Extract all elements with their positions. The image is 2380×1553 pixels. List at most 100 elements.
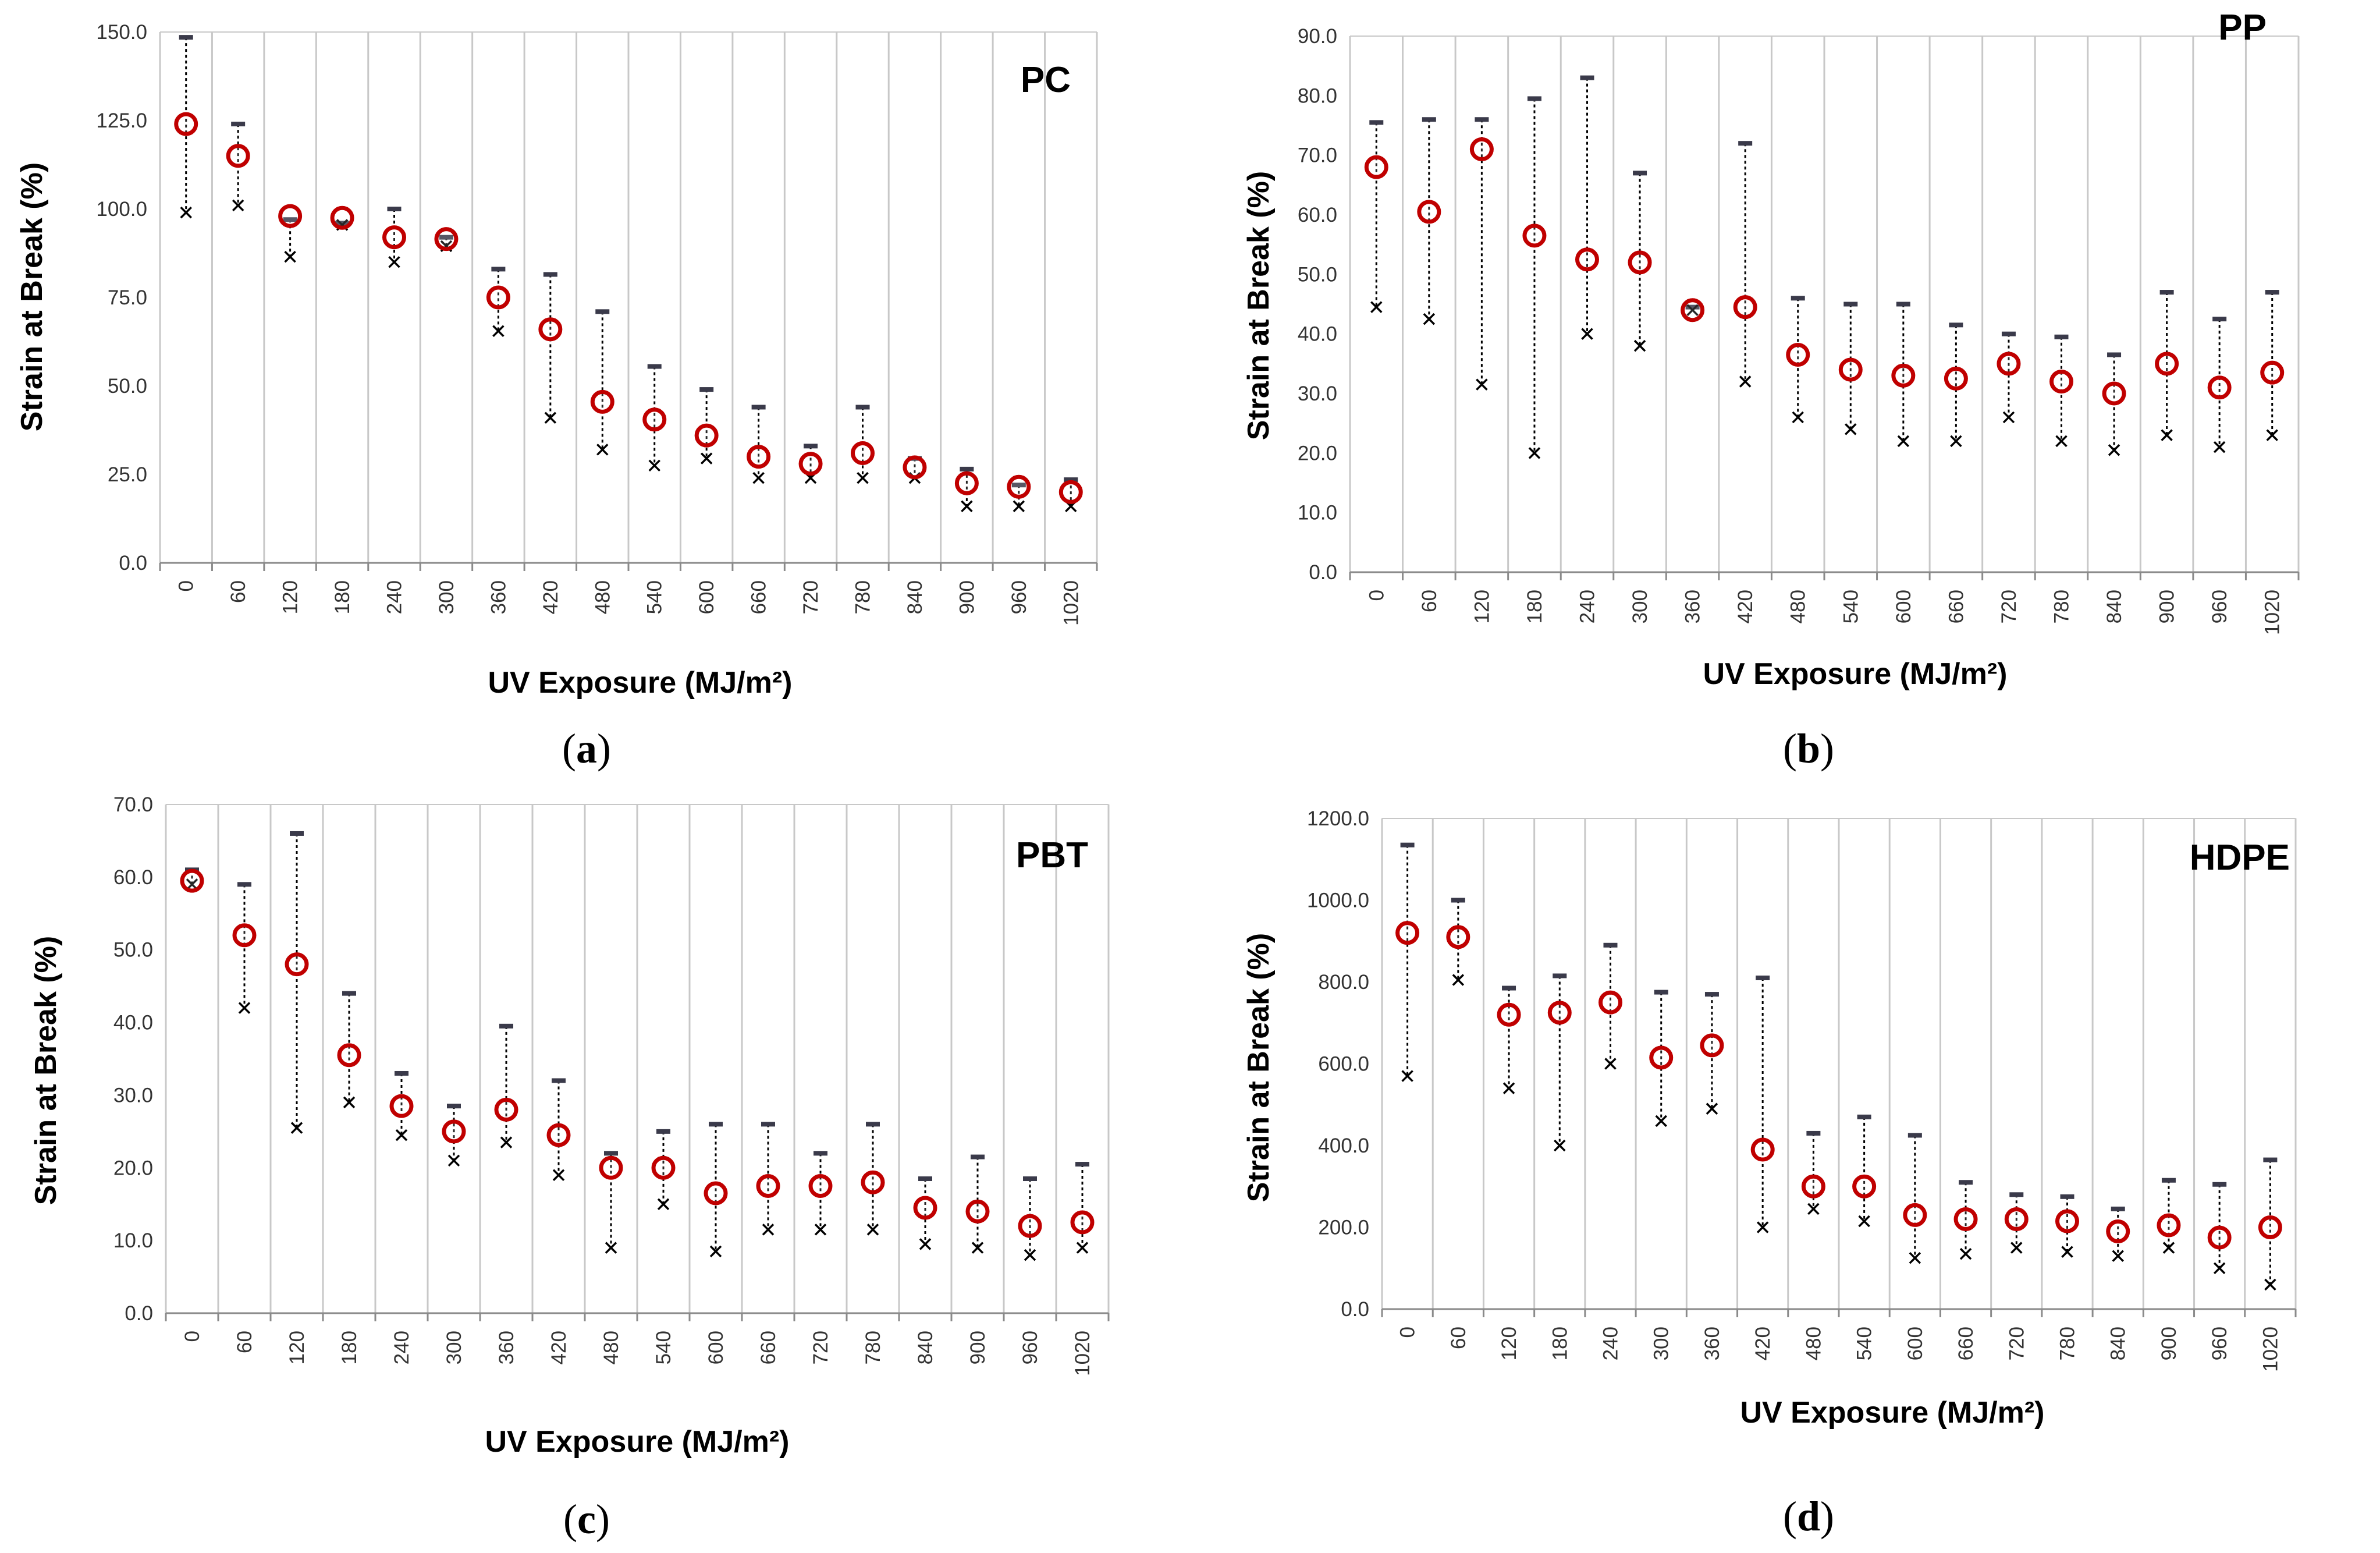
x-tick-label-pp: 300 <box>1629 590 1651 623</box>
y-axis-label-pbt: Strain at Break (%) <box>29 936 63 1205</box>
mean-marker-hdpe <box>1395 921 1420 945</box>
mean-marker-pp <box>1417 200 1441 224</box>
min-marker-pc <box>544 412 557 424</box>
x-tick-label-pp: 1020 <box>2261 590 2284 635</box>
mean-marker-hdpe <box>1700 1033 1724 1058</box>
x-tick-label-pbt: 120 <box>286 1331 308 1364</box>
x-tick-label-pc: 360 <box>487 580 510 614</box>
mean-marker-pc <box>954 471 979 495</box>
x-tick-label-pbt: 840 <box>914 1331 937 1364</box>
min-marker-hdpe <box>2010 1242 2023 1254</box>
mean-marker-pp <box>2155 352 2179 376</box>
max-marker-hdpe <box>2009 1192 2024 1197</box>
min-marker-hdpe <box>1401 1070 1413 1082</box>
mean-marker-hdpe <box>1446 925 1470 949</box>
y-tick-label-pp: 90.0 <box>1298 25 1337 48</box>
max-marker-pc <box>647 364 662 369</box>
max-marker-pp <box>2159 290 2174 295</box>
panel-caption-b: (b) <box>1783 725 1834 772</box>
x-tick-label-pp: 240 <box>1576 590 1599 623</box>
min-marker-pc <box>700 452 713 465</box>
y-tick-label-pc: 50.0 <box>108 375 147 398</box>
max-marker-hdpe <box>1959 1180 1973 1185</box>
mean-marker-pbt <box>756 1174 780 1198</box>
mean-marker-pc <box>694 423 719 448</box>
x-tick-label-pc: 420 <box>539 580 562 614</box>
mean-marker-pbt <box>651 1155 676 1180</box>
x-tick-label-pbt: 240 <box>390 1331 413 1364</box>
x-tick-label-pc: 300 <box>435 580 458 614</box>
min-marker-hdpe <box>2061 1246 2073 1258</box>
y-tick-label-pp: 60.0 <box>1298 204 1337 226</box>
mean-marker-pc <box>1007 474 1031 499</box>
mean-marker-pp <box>1469 137 1494 161</box>
mean-marker-pp <box>1628 250 1652 275</box>
max-marker-pbt <box>709 1122 723 1127</box>
x-tick-label-hdpe: 180 <box>1548 1327 1571 1360</box>
max-marker-pc <box>1011 483 1026 488</box>
min-marker-hdpe <box>1554 1139 1566 1152</box>
max-marker-pbt <box>971 1154 985 1160</box>
mean-marker-hdpe <box>1852 1174 1877 1199</box>
y-axis-label-hdpe: Strain at Break (%) <box>1242 933 1276 1202</box>
max-marker-pbt <box>552 1078 566 1083</box>
min-marker-hdpe <box>1807 1203 1820 1215</box>
max-marker-pp <box>2001 331 2016 336</box>
min-marker-pbt <box>290 1122 303 1134</box>
max-marker-pbt <box>656 1129 670 1134</box>
mean-marker-pc <box>174 112 198 136</box>
mean-marker-pbt <box>337 1043 361 1068</box>
min-marker-pp <box>2055 435 2068 448</box>
x-tick-label-hdpe: 0 <box>1397 1327 1419 1338</box>
y-tick-label-hdpe: 600.0 <box>1318 1053 1369 1076</box>
mean-marker-pbt <box>232 923 257 948</box>
min-marker-pbt <box>1076 1242 1089 1254</box>
max-marker-pp <box>1843 302 1858 307</box>
mean-marker-pc <box>642 407 667 432</box>
panel-caption-a: (a) <box>562 725 611 772</box>
min-marker-pp <box>1792 411 1804 424</box>
x-tick-label-pp: 480 <box>1787 590 1810 623</box>
chart-svg-pbt: 0.0 10.0 20.0 30.0 40.0 50.0 60.0 70.0 0 60 120 180… <box>29 793 1110 1543</box>
min-marker-pc <box>284 250 296 263</box>
max-marker-hdpe <box>2060 1194 2074 1199</box>
min-marker-pbt <box>395 1129 408 1141</box>
min-marker-pc <box>961 500 973 512</box>
y-tick-label-hdpe: 1200.0 <box>1307 807 1369 830</box>
x-tick-label-pc: 60 <box>227 580 250 603</box>
max-marker-pp <box>2054 334 2069 339</box>
mean-marker-hdpe <box>2004 1207 2029 1231</box>
x-tick-label-pc: 120 <box>279 580 302 614</box>
min-marker-pp <box>1581 328 1593 340</box>
x-tick-label-hdpe: 540 <box>1853 1327 1876 1360</box>
x-tick-label-hdpe: 780 <box>2056 1327 2079 1360</box>
x-tick-label-hdpe: 300 <box>1650 1327 1673 1360</box>
mean-marker-pp <box>2260 360 2285 385</box>
x-axis-label-pc: UV Exposure (MJ/m²) <box>488 666 793 700</box>
min-marker-pp <box>2002 411 2015 424</box>
max-marker-pc <box>387 207 402 211</box>
x-tick-label-pc: 1020 <box>1060 580 1082 626</box>
min-marker-pbt <box>814 1224 827 1236</box>
min-marker-hdpe <box>1756 1221 1769 1233</box>
min-marker-pbt <box>866 1224 879 1236</box>
mean-marker-pp <box>1838 357 1863 382</box>
chart-svg-hdpe: 0.0 200.0 400.0 600.0 800.0 1000.0 1200.0 0 60 12… <box>1242 807 2297 1540</box>
max-marker-pbt <box>395 1070 408 1076</box>
min-marker-hdpe <box>1452 974 1465 986</box>
max-marker-pc <box>335 221 350 226</box>
x-tick-label-hdpe: 840 <box>2107 1327 2130 1360</box>
min-marker-pc <box>388 256 400 268</box>
x-tick-label-pbt: 60 <box>233 1331 256 1353</box>
mean-marker-pbt <box>546 1123 571 1147</box>
mean-marker-pp <box>1575 247 1599 272</box>
mean-marker-pp <box>1997 352 2021 376</box>
min-marker-pbt <box>1024 1249 1036 1261</box>
x-tick-label-pp: 60 <box>1418 590 1441 612</box>
min-marker-hdpe <box>1655 1115 1667 1127</box>
x-tick-label-pbt: 780 <box>862 1331 884 1364</box>
x-tick-label-pp: 840 <box>2103 590 2126 623</box>
max-marker-hdpe <box>1553 973 1567 978</box>
y-tick-label-hdpe: 0.0 <box>1341 1298 1369 1321</box>
max-marker-pc <box>543 272 557 277</box>
